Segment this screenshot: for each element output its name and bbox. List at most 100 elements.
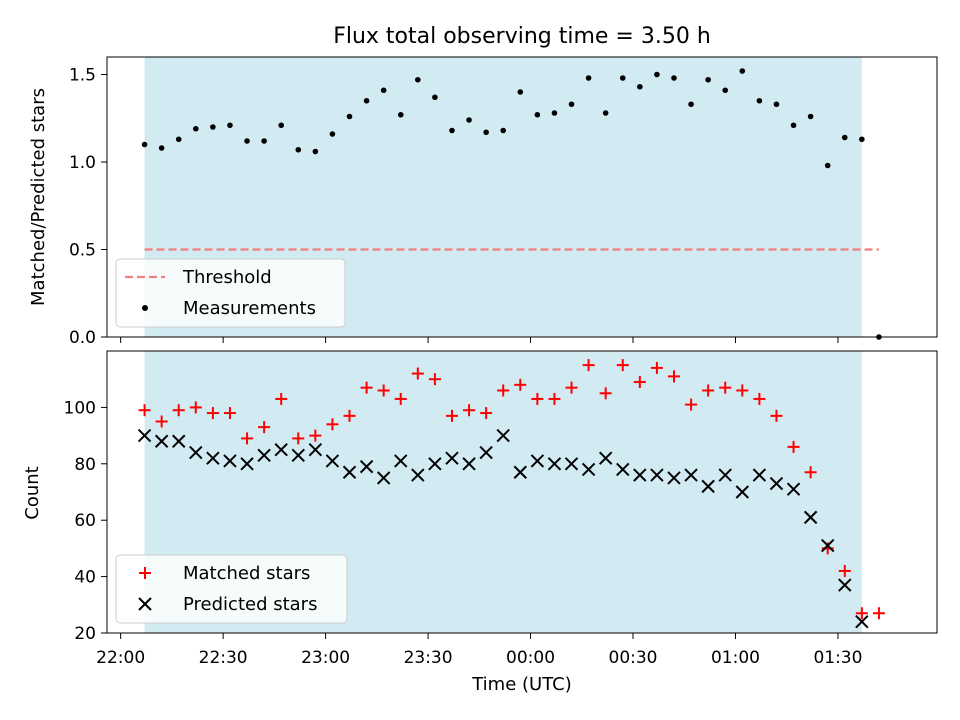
measurement-point bbox=[227, 122, 233, 129]
predicted-star-point bbox=[308, 442, 323, 457]
matched-stars-series bbox=[138, 359, 885, 620]
measurement-point bbox=[722, 87, 729, 94]
predicted-star-point bbox=[820, 538, 835, 553]
bottom-y-tick-label: 20 bbox=[74, 624, 96, 644]
matched-star-point bbox=[155, 415, 168, 428]
measurement-point bbox=[415, 76, 421, 83]
measurement-point bbox=[449, 127, 455, 134]
predicted-star-point bbox=[803, 510, 818, 525]
x-tick-label: 23:00 bbox=[301, 648, 350, 668]
x-tick-label: 00:30 bbox=[609, 648, 658, 668]
measurement-point bbox=[688, 101, 694, 108]
bottom-y-tick-label: 100 bbox=[64, 398, 96, 418]
top-panel-frame bbox=[106, 56, 938, 338]
top-y-axis-ticks: 0.0 0.5 1.0 1.5 bbox=[69, 66, 107, 348]
predicted-star-point bbox=[359, 459, 374, 474]
measurement-point bbox=[637, 83, 643, 90]
measurement-point bbox=[158, 145, 165, 151]
legend-predicted-label: Predicted stars bbox=[183, 594, 317, 615]
legend-predicted-swatch bbox=[138, 597, 152, 611]
top-x-axis-ticks bbox=[120, 337, 839, 343]
measurement-point bbox=[739, 68, 746, 74]
matched-star-point bbox=[855, 607, 868, 620]
predicted-star-point bbox=[428, 457, 442, 471]
bottom-y-axis-ticks: 20 40 60 80 100 bbox=[64, 398, 107, 644]
measurement-point bbox=[859, 136, 865, 143]
predicted-star-point bbox=[667, 471, 681, 485]
top-y-tick-label: 0.5 bbox=[69, 241, 96, 261]
matched-star-point bbox=[292, 432, 305, 445]
predicted-star-point bbox=[735, 485, 750, 499]
legend-measurements-label: Measurements bbox=[183, 298, 316, 319]
predicted-star-point bbox=[172, 434, 186, 448]
matched-star-point bbox=[702, 384, 715, 397]
predicted-star-point bbox=[547, 457, 562, 471]
measurement-point bbox=[432, 94, 438, 101]
predicted-star-point bbox=[137, 428, 152, 443]
predicted-star-point bbox=[769, 476, 784, 491]
legend-matched-swatch bbox=[139, 567, 151, 579]
matched-star-point bbox=[736, 384, 749, 397]
predicted-star-point bbox=[530, 454, 545, 468]
x-axis-label: Time (UTC) bbox=[471, 674, 572, 695]
measurement-point bbox=[568, 101, 575, 108]
measurement-point bbox=[654, 71, 660, 78]
matched-star-point bbox=[719, 381, 732, 394]
predicted-star-point bbox=[598, 451, 613, 465]
measurement-point bbox=[363, 97, 370, 104]
legend-threshold-label: Threshold bbox=[182, 267, 272, 288]
measurement-point bbox=[312, 148, 319, 155]
x-tick-label: 22:30 bbox=[199, 648, 248, 668]
bottom-y-tick-label: 40 bbox=[74, 568, 96, 588]
top-y-tick-label: 1.0 bbox=[69, 153, 96, 173]
measurement-point bbox=[380, 87, 387, 94]
matched-star-point bbox=[445, 409, 458, 422]
predicted-star-point bbox=[718, 468, 732, 482]
measurement-point bbox=[500, 127, 507, 134]
matched-star-point bbox=[838, 564, 851, 577]
predicted-star-point bbox=[394, 454, 408, 468]
measurement-point bbox=[175, 136, 182, 143]
measurement-point bbox=[602, 110, 609, 116]
bottom-x-axis-ticks: 22:00 22:30 23:00 23:30 00:00 00:30 01:00 01:30 bbox=[96, 633, 862, 668]
matched-star-point bbox=[787, 440, 800, 453]
predicted-star-point bbox=[479, 445, 493, 460]
top-legend: Threshold Measurements bbox=[115, 258, 346, 328]
predicted-star-point bbox=[206, 451, 220, 465]
matched-star-point bbox=[343, 409, 356, 422]
bottom-legend: Matched stars Predicted stars bbox=[115, 554, 348, 624]
measurement-point bbox=[193, 125, 199, 132]
predicted-star-point bbox=[462, 457, 476, 471]
matched-star-point bbox=[565, 381, 578, 394]
matched-star-point bbox=[394, 392, 407, 405]
measurement-point bbox=[295, 146, 302, 153]
matched-star-point bbox=[377, 384, 390, 397]
predicted-star-point bbox=[513, 465, 527, 479]
matched-star-point bbox=[616, 359, 629, 372]
measurement-point bbox=[466, 117, 472, 123]
measurement-point bbox=[756, 97, 763, 104]
matched-star-point bbox=[548, 392, 561, 405]
matched-star-point bbox=[497, 384, 510, 397]
measurement-point bbox=[210, 124, 216, 130]
measurement-point bbox=[244, 138, 250, 144]
matched-star-point bbox=[309, 429, 322, 442]
legend-measurements-swatch bbox=[142, 305, 148, 311]
predicted-star-point bbox=[376, 471, 391, 485]
bottom-y-axis-label: Count bbox=[22, 466, 43, 519]
measurement-point bbox=[551, 110, 558, 116]
measurement-point bbox=[807, 113, 814, 120]
matched-star-point bbox=[275, 392, 288, 405]
matched-star-point bbox=[514, 378, 527, 391]
matched-star-point bbox=[241, 432, 254, 445]
matched-star-point bbox=[804, 466, 817, 479]
predicted-star-point bbox=[189, 445, 203, 460]
bottom-y-tick-label: 60 bbox=[74, 511, 96, 531]
matched-star-point bbox=[189, 401, 202, 414]
top-panel: 0.0 0.5 1.0 1.5 Flux total observing time =… bbox=[28, 24, 938, 348]
matched-star-point bbox=[172, 404, 185, 417]
predicted-star-point bbox=[240, 457, 254, 471]
matched-star-point bbox=[223, 407, 236, 420]
measurements-series bbox=[141, 68, 882, 340]
